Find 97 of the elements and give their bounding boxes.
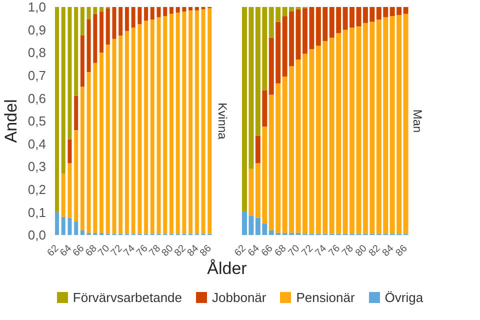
x-tick-label: 70 — [96, 242, 112, 259]
bar — [150, 7, 154, 20]
bar — [80, 36, 84, 87]
bar — [118, 36, 123, 234]
bar — [169, 14, 174, 234]
bar — [112, 38, 116, 234]
bar — [100, 52, 104, 233]
bar — [138, 24, 142, 234]
bar — [194, 10, 199, 234]
x-tick-label: 70 — [286, 242, 302, 259]
bar — [144, 7, 148, 21]
x-tick-label: 78 — [340, 242, 356, 259]
y-tick-label: 0,1 — [28, 204, 46, 220]
legend-label: Förvärvsarbetande — [72, 290, 182, 305]
bar — [156, 7, 161, 18]
bar — [86, 72, 91, 233]
bar — [80, 86, 84, 230]
bar — [93, 7, 98, 14]
bar — [248, 168, 254, 216]
bar — [93, 62, 98, 233]
y-tick-label: 0,4 — [28, 136, 46, 152]
bar — [68, 7, 72, 140]
bar — [403, 7, 408, 14]
bar — [188, 10, 193, 234]
y-tick-label: 0,3 — [28, 159, 46, 174]
bar — [194, 7, 199, 10]
y-axis-title: Andel — [2, 99, 22, 143]
y-tick-label: 0,5 — [28, 114, 46, 129]
bar — [61, 216, 66, 235]
bar — [138, 7, 142, 24]
y-tick-label: 0,2 — [28, 182, 46, 198]
bar — [262, 90, 268, 127]
bar — [74, 221, 78, 235]
bar — [208, 8, 212, 234]
bar — [156, 17, 161, 234]
bar — [61, 173, 66, 217]
x-tick-label: 72 — [300, 242, 316, 259]
bar — [112, 7, 116, 39]
x-tick-label: 80 — [354, 242, 370, 259]
bar — [201, 9, 206, 234]
bar — [124, 30, 129, 234]
x-tick-label: 62 — [232, 242, 249, 259]
bar — [68, 163, 72, 218]
y-tick-label: 0,0 — [28, 228, 46, 243]
bar — [163, 16, 168, 234]
bar — [131, 7, 136, 28]
bar — [93, 14, 98, 63]
y-tick-label: 0,6 — [28, 90, 46, 106]
legend-label: Jobbonär — [212, 290, 266, 305]
bar — [131, 28, 136, 234]
legend-label: Pensionär — [296, 290, 355, 305]
x-tick-label: 84 — [380, 242, 396, 259]
bar — [55, 7, 59, 212]
bar — [80, 230, 84, 235]
x-tick-label: 82 — [367, 242, 384, 259]
bar — [403, 14, 408, 234]
bar — [188, 7, 193, 10]
bar — [55, 212, 59, 235]
x-tick-label: 66 — [260, 242, 276, 259]
text: Man — [411, 109, 425, 133]
x-tick-label: 74 — [122, 242, 138, 259]
y-tick-label: 1,0 — [28, 0, 46, 15]
x-tick-label: 74 — [313, 242, 330, 259]
bar — [144, 20, 148, 234]
y-tick-label: 0,8 — [28, 45, 46, 60]
bar — [74, 7, 78, 96]
bar — [182, 12, 186, 234]
bar — [169, 7, 174, 14]
bar — [118, 7, 123, 36]
bar — [86, 20, 91, 72]
bar — [74, 130, 78, 222]
text: Kvinna — [215, 102, 230, 140]
bar — [255, 136, 260, 164]
bar — [150, 20, 154, 234]
bar — [68, 218, 72, 235]
bar — [176, 7, 180, 13]
bar — [80, 7, 84, 36]
x-tick-label: 68 — [273, 242, 289, 259]
bar — [106, 8, 110, 45]
bar — [61, 7, 66, 174]
y-tick-label: 0,9 — [28, 22, 46, 38]
bar — [100, 7, 104, 12]
legend-label: Övriga — [384, 290, 424, 305]
bar — [86, 7, 91, 20]
x-tick-label: 86 — [394, 242, 410, 259]
x-axis-title: Ålder — [206, 259, 248, 279]
x-tick-label: 76 — [326, 242, 343, 259]
bar — [106, 44, 110, 234]
bar — [176, 12, 180, 234]
y-tick-label: 0,7 — [28, 68, 46, 84]
bar — [124, 7, 129, 31]
bar — [74, 96, 78, 130]
bar — [68, 139, 72, 164]
bar — [163, 7, 168, 16]
bar — [100, 12, 104, 53]
x-tick-label: 64 — [246, 242, 262, 259]
bar — [182, 7, 186, 12]
